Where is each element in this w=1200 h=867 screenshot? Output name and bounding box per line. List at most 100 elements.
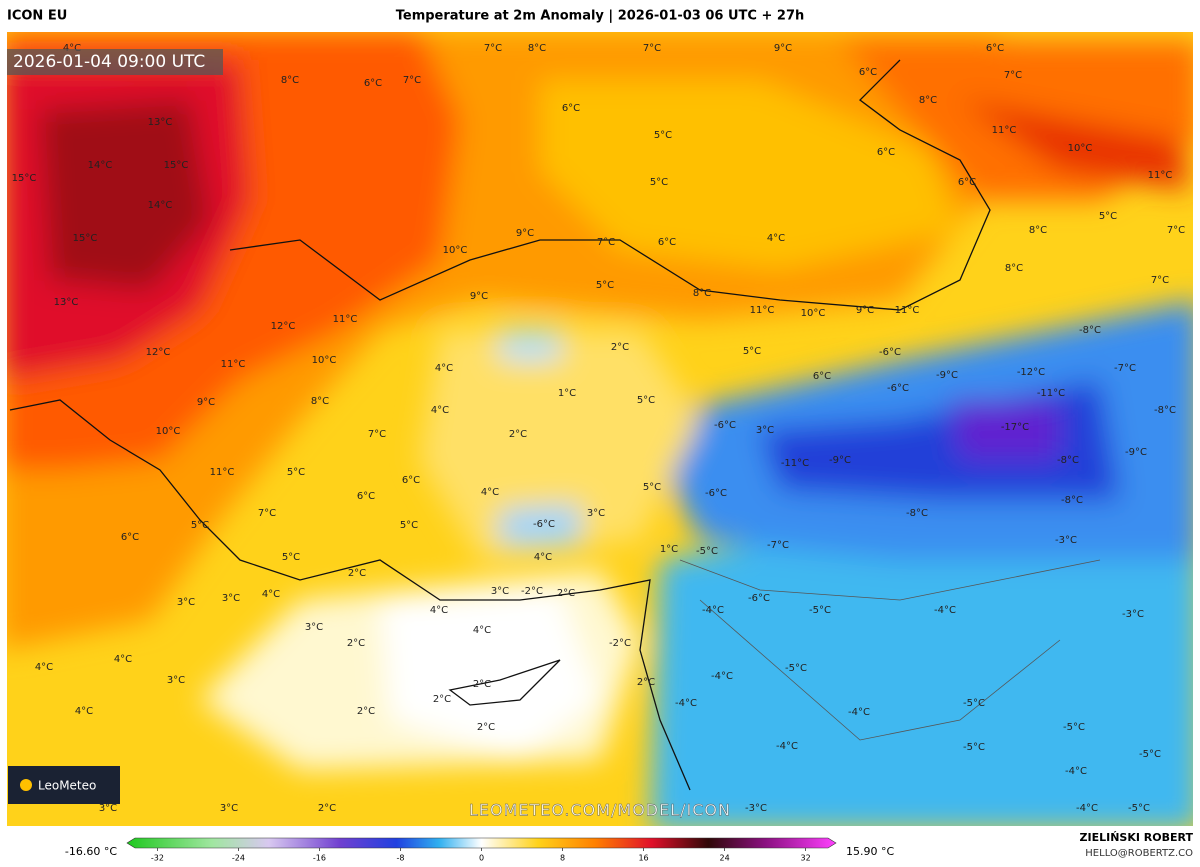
temperature-label: 11°C: [992, 125, 1017, 136]
temperature-label: 5°C: [743, 346, 761, 357]
time-badge: [7, 49, 223, 75]
temperature-label: 7°C: [484, 43, 502, 54]
temperature-label: -5°C: [785, 663, 807, 674]
temperature-label: 1°C: [558, 388, 576, 399]
temperature-label: -4°C: [675, 698, 697, 709]
temperature-label: 9°C: [856, 305, 874, 316]
temperature-label: 3°C: [167, 675, 185, 686]
temperature-label: 4°C: [114, 654, 132, 665]
temperature-label: 2°C: [347, 638, 365, 649]
colorbar-tick-label: 24: [719, 854, 729, 863]
temperature-label: 14°C: [88, 160, 113, 171]
temperature-label: -6°C: [714, 420, 736, 431]
temperature-label: -5°C: [1063, 722, 1085, 733]
temperature-label: 3°C: [99, 803, 117, 814]
temperature-label: 15°C: [73, 233, 98, 244]
temperature-label: 2°C: [477, 722, 495, 733]
colorbar-tick-label: -8: [396, 854, 404, 863]
temperature-label: 6°C: [859, 67, 877, 78]
temperature-label: 3°C: [222, 593, 240, 604]
temperature-label: 2°C: [357, 706, 375, 717]
temperature-label: -3°C: [745, 803, 767, 814]
temperature-label: -7°C: [1114, 363, 1136, 374]
temperature-label: 4°C: [75, 706, 93, 717]
temperature-label: 15°C: [12, 173, 37, 184]
temperature-label: 11°C: [750, 305, 775, 316]
temperature-label: 5°C: [596, 280, 614, 291]
temperature-label: -4°C: [1065, 766, 1087, 777]
temperature-label: 7°C: [368, 429, 386, 440]
temperature-label: 12°C: [146, 347, 171, 358]
temperature-label: -3°C: [1055, 535, 1077, 546]
temperature-label: -12°C: [1017, 367, 1045, 378]
temperature-label: 3°C: [587, 508, 605, 519]
temperature-label: 8°C: [311, 396, 329, 407]
temperature-label: -4°C: [711, 671, 733, 682]
temperature-label: -7°C: [767, 540, 789, 551]
colorbar-tick-label: 16: [638, 854, 648, 863]
temperature-label: 5°C: [287, 467, 305, 478]
temperature-label: -5°C: [963, 742, 985, 753]
temperature-label: 4°C: [430, 605, 448, 616]
temperature-label: 3°C: [177, 597, 195, 608]
temperature-label: 2°C: [509, 429, 527, 440]
temperature-label: -4°C: [848, 707, 870, 718]
logo: LeoMeteo: [38, 779, 96, 793]
temperature-label: -5°C: [696, 546, 718, 557]
temperature-label: 6°C: [357, 491, 375, 502]
temperature-label: -4°C: [934, 605, 956, 616]
temperature-label: 5°C: [637, 395, 655, 406]
colorbar-tick-label: -32: [151, 854, 164, 863]
temperature-label: 4°C: [262, 589, 280, 600]
temperature-label: -9°C: [829, 455, 851, 466]
temperature-label: -4°C: [702, 605, 724, 616]
temperature-label: 9°C: [470, 291, 488, 302]
temperature-label: -8°C: [1079, 325, 1101, 336]
colorbar-tick-label: 8: [560, 854, 565, 863]
temperature-label: 11°C: [210, 467, 235, 478]
temperature-label: 7°C: [403, 75, 421, 86]
temperature-label: 8°C: [1029, 225, 1047, 236]
temperature-label: 5°C: [400, 520, 418, 531]
temperature-label: 6°C: [986, 43, 1004, 54]
colorbar-max: 15.90 °C: [846, 845, 894, 858]
temperature-label: 5°C: [650, 177, 668, 188]
map: 4°C 7°C 8°C 7°C 9°C 6°C 8°C 6°C 7°C 6°C 7°C 13°C 6°C…: [7, 32, 1193, 826]
temperature-label: -11°C: [1037, 388, 1065, 399]
temperature-label: 3°C: [220, 803, 238, 814]
author: ZIELIŃSKI ROBERT: [1080, 831, 1194, 844]
temperature-label: 8°C: [281, 75, 299, 86]
temperature-label: 5°C: [1099, 211, 1117, 222]
temperature-label: 8°C: [919, 95, 937, 106]
temperature-label: 11°C: [221, 359, 246, 370]
temperature-label: 11°C: [1148, 170, 1173, 181]
temperature-label: 6°C: [813, 371, 831, 382]
colorbar: [126, 837, 837, 849]
colorbar-tick-label: 32: [801, 854, 811, 863]
temperature-label: -3°C: [1122, 609, 1144, 620]
temperature-label: 2°C: [433, 694, 451, 705]
temperature-label: -6°C: [533, 519, 555, 530]
colorbar-tick-label: 0: [479, 854, 484, 863]
temperature-label: 3°C: [491, 586, 509, 597]
temperature-label: -11°C: [781, 458, 809, 469]
temperature-label: 14°C: [148, 200, 173, 211]
temperature-label: 2°C: [318, 803, 336, 814]
temperature-label: 4°C: [481, 487, 499, 498]
temperature-label: 3°C: [756, 425, 774, 436]
temperature-label: -8°C: [1057, 455, 1079, 466]
colorbar-tick-label: -24: [232, 854, 245, 863]
temperature-label: -2°C: [609, 638, 631, 649]
temperature-label: -8°C: [1061, 495, 1083, 506]
temperature-label: 6°C: [877, 147, 895, 158]
temperature-label: 5°C: [282, 552, 300, 563]
temperature-label: -6°C: [748, 593, 770, 604]
temperature-label: -5°C: [1139, 749, 1161, 760]
temperature-label: 4°C: [431, 405, 449, 416]
temperature-label: -8°C: [1154, 405, 1176, 416]
temperature-label: 9°C: [197, 397, 215, 408]
temperature-label: 9°C: [774, 43, 792, 54]
temperature-label: 4°C: [63, 43, 81, 54]
temperature-label: 4°C: [767, 233, 785, 244]
